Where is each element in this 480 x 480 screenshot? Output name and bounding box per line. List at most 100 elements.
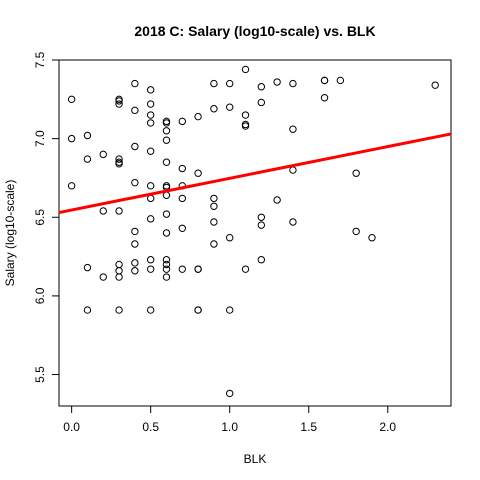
data-point	[83, 131, 92, 140]
data-point	[67, 134, 76, 143]
data-point	[131, 106, 139, 115]
fit-line-layer	[58, 132, 452, 215]
data-point	[115, 267, 123, 275]
data-point	[226, 79, 234, 88]
x-axis-label: BLK	[244, 452, 267, 466]
data-point	[226, 234, 234, 242]
data-point	[162, 256, 171, 264]
data-point	[257, 83, 266, 91]
data-point	[241, 122, 250, 130]
data-point	[115, 273, 123, 281]
data-point	[99, 150, 107, 159]
x-tick-label: 2.0	[379, 420, 396, 434]
data-point	[115, 97, 123, 105]
data-points-layer	[67, 65, 439, 398]
data-point	[352, 169, 360, 177]
data-point	[162, 265, 171, 273]
data-point	[131, 79, 139, 88]
data-point	[289, 125, 297, 133]
data-point	[241, 265, 250, 273]
x-tick-label: 0.0	[63, 420, 80, 434]
data-point	[226, 306, 234, 314]
data-point	[368, 234, 376, 242]
data-point	[241, 111, 250, 119]
data-point	[131, 227, 139, 236]
data-point	[162, 119, 171, 127]
data-point	[431, 81, 439, 89]
data-point	[194, 112, 202, 121]
data-point	[115, 260, 123, 269]
data-point	[178, 194, 186, 203]
data-point	[67, 182, 76, 190]
data-point	[146, 111, 155, 119]
data-point	[194, 169, 202, 177]
data-point	[257, 213, 266, 221]
data-point	[146, 265, 155, 273]
data-point	[99, 273, 107, 281]
data-point	[320, 76, 329, 85]
data-point	[257, 98, 266, 107]
data-point	[131, 240, 139, 248]
data-point	[162, 191, 171, 199]
data-point	[131, 142, 139, 151]
x-tick-label: 1.5	[300, 420, 317, 434]
data-point	[162, 260, 171, 269]
data-point	[162, 127, 171, 135]
data-point	[162, 136, 171, 144]
data-point	[210, 194, 218, 203]
y-tick-label: 6.5	[33, 209, 47, 226]
y-tick-label: 6.0	[33, 287, 47, 304]
data-point	[83, 155, 92, 163]
plot-frame	[58, 59, 452, 407]
data-point	[131, 267, 139, 275]
data-point	[289, 166, 297, 174]
data-point	[162, 273, 171, 281]
data-point	[194, 306, 202, 314]
data-point	[226, 103, 234, 111]
data-point	[146, 147, 155, 155]
data-point	[320, 94, 329, 102]
data-point	[115, 207, 123, 215]
y-tick-label: 7.5	[33, 51, 47, 68]
data-point	[162, 210, 171, 218]
data-point	[178, 117, 186, 126]
data-point	[194, 265, 202, 273]
y-tick-label: 7.0	[33, 130, 47, 147]
y-axis: 5.5 6.0 6.5 7.0 7.5	[33, 51, 60, 383]
data-point	[115, 306, 123, 314]
data-point	[146, 194, 155, 203]
x-axis: 0.0 0.5 1.0 1.5 2.0	[63, 405, 396, 434]
data-point	[83, 306, 92, 314]
data-point	[210, 79, 218, 88]
chart-title: 2018 C: Salary (log10-scale) vs. BLK	[134, 23, 375, 39]
data-point	[162, 158, 171, 166]
data-point	[289, 218, 297, 226]
data-point	[210, 202, 218, 210]
x-tick-label: 1.0	[221, 420, 238, 434]
data-point	[352, 227, 360, 236]
data-point	[336, 76, 345, 85]
data-point	[146, 86, 155, 94]
y-tick-label: 5.5	[33, 366, 47, 383]
data-point	[210, 240, 218, 248]
regression-line	[58, 132, 452, 215]
x-tick-label: 0.5	[142, 420, 159, 434]
data-point	[178, 224, 186, 232]
data-point	[146, 182, 155, 190]
data-point	[241, 65, 250, 74]
data-point	[178, 164, 186, 173]
data-point	[273, 78, 281, 86]
data-point	[289, 79, 297, 88]
y-axis-label: Salary (log10-scale)	[3, 180, 17, 287]
data-point	[115, 160, 123, 168]
data-point	[67, 95, 76, 104]
data-point	[273, 196, 281, 204]
data-point	[210, 105, 218, 113]
data-point	[178, 265, 186, 273]
data-point	[146, 256, 155, 264]
data-point	[146, 100, 155, 108]
data-point	[83, 263, 92, 272]
data-point	[257, 221, 266, 229]
